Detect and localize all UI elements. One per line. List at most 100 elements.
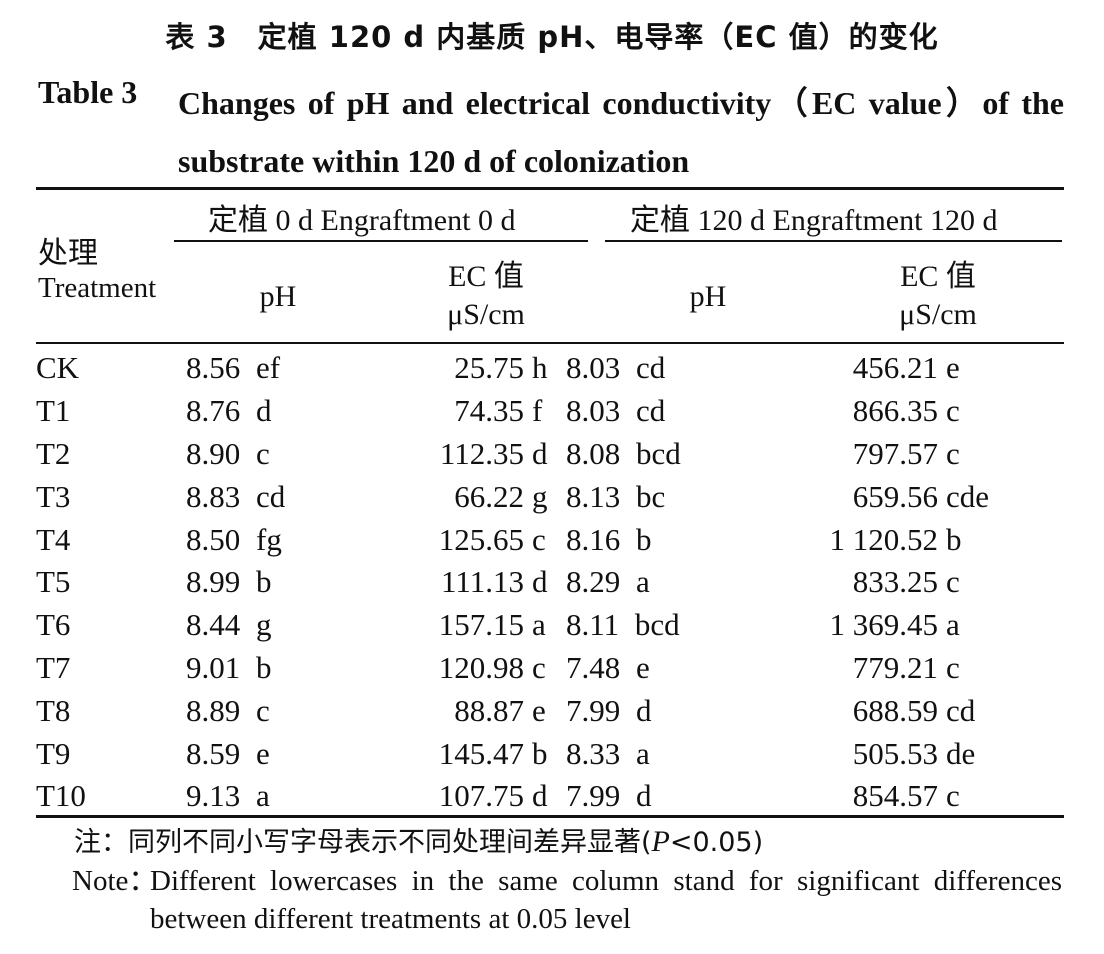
- note-en-label: Note：: [72, 865, 158, 897]
- cell-ec-0d: 88.87 e: [416, 689, 566, 732]
- sig-letter: c: [532, 521, 546, 557]
- ph-value: 8.50: [186, 521, 241, 557]
- ec-value: 111.13: [441, 564, 524, 600]
- cell-ph-0d: 9.13 a: [186, 775, 416, 818]
- ec-value: 125.65: [438, 521, 524, 557]
- ec-value: 854.57: [852, 778, 938, 814]
- ec-value: 107.75: [438, 778, 524, 814]
- sig-letter: d: [636, 778, 652, 814]
- cell-ec-0d: 112.35 d: [416, 433, 566, 476]
- group-rule-0d: [174, 240, 588, 242]
- sig-letter: a: [636, 564, 650, 600]
- sig-letter: bcd: [634, 607, 680, 643]
- ec-value: 1 120.52: [829, 521, 939, 557]
- sig-letter: cd: [636, 393, 666, 429]
- ph-value: 8.56: [186, 350, 241, 386]
- sig-letter: fg: [256, 521, 282, 557]
- sig-letter: c: [946, 435, 960, 471]
- ph-value: 8.89: [186, 692, 241, 728]
- sig-letter: c: [256, 435, 270, 471]
- cell-treatment: T7: [36, 649, 71, 685]
- cell-ec-120d: 659.56 cde: [816, 475, 1064, 518]
- sig-letter: c: [256, 692, 270, 728]
- cell-ph-0d: 9.01 b: [186, 647, 416, 690]
- sig-letter: d: [532, 564, 548, 600]
- cell-ph-120d: 8.08 bcd: [566, 433, 816, 476]
- ec-value: 88.87: [454, 692, 524, 728]
- ec-value: 456.21: [852, 350, 938, 386]
- sig-letter: d: [636, 692, 652, 728]
- ph-value: 8.11: [566, 607, 620, 643]
- cell-ec-0d: 125.65 c: [416, 518, 566, 561]
- cell-ph-120d: 8.16 b: [566, 518, 816, 561]
- table-row: T7 9.01 b 120.98 c 7.48 e 779.21 c: [36, 647, 1064, 690]
- sig-letter: c: [946, 778, 960, 814]
- sig-letter: g: [256, 607, 272, 643]
- sig-letter: ef: [256, 350, 281, 386]
- cell-ec-120d: 833.25 c: [816, 561, 1064, 604]
- cell-ph-120d: 8.29 a: [566, 561, 816, 604]
- data-table: CK 8.56 ef 25.75 h 8.03 cd 456.21 e T1 8.76 d 74.…: [36, 347, 1064, 818]
- ec-unit: μS/cm: [447, 298, 525, 331]
- table-row: T5 8.99 b 111.13 d 8.29 a 833.25 c: [36, 561, 1064, 604]
- col-head-ec-120d: EC 值 μS/cm: [858, 258, 1018, 334]
- cell-ec-0d: 111.13 d: [416, 561, 566, 604]
- sig-letter: de: [946, 735, 976, 771]
- cell-treatment: T9: [36, 735, 71, 771]
- cell-ec-120d: 688.59 cd: [816, 689, 1064, 732]
- note-cn-p: P: [651, 825, 670, 858]
- note-en: Different lowercases in the same column …: [150, 865, 1062, 935]
- group-header-0d: 定植 0 d Engraftment 0 d: [208, 204, 516, 237]
- cell-ec-0d: 120.98 c: [416, 647, 566, 690]
- table-row: T2 8.90 c 112.35 d 8.08 bcd 797.57 c: [36, 433, 1064, 476]
- cell-ph-0d: 8.56 ef: [186, 347, 416, 390]
- sig-letter: d: [532, 778, 548, 814]
- ec-value: 659.56: [852, 478, 938, 514]
- ph-value: 8.29: [566, 564, 621, 600]
- sig-letter: a: [256, 778, 270, 814]
- ec-value: 157.15: [438, 607, 524, 643]
- cell-treatment: T4: [36, 521, 71, 557]
- cell-ph-0d: 8.59 e: [186, 732, 416, 775]
- ph-value: 8.83: [186, 478, 241, 514]
- cell-ph-120d: 8.13 bc: [566, 475, 816, 518]
- bottom-rule: [36, 815, 1064, 818]
- sig-letter: c: [946, 393, 960, 429]
- sig-letter: cd: [256, 478, 286, 514]
- cell-ph-120d: 7.48 e: [566, 647, 816, 690]
- ph-value: 8.03: [566, 393, 621, 429]
- cell-ph-120d: 8.03 cd: [566, 390, 816, 433]
- cell-ec-120d: 1 369.45 a: [816, 604, 1064, 647]
- cell-ec-0d: 145.47 b: [416, 732, 566, 775]
- ph-value: 9.13: [186, 778, 241, 814]
- ec-value: 779.21: [852, 649, 938, 685]
- cell-ec-120d: 456.21 e: [816, 347, 1064, 390]
- note-cn-suffix: <0.05): [669, 827, 764, 858]
- ec-value: 688.59: [852, 692, 938, 728]
- cell-ph-0d: 8.99 b: [186, 561, 416, 604]
- ec-value: 145.47: [438, 735, 524, 771]
- sig-letter: f: [532, 393, 543, 429]
- ec-value: 120.98: [438, 649, 524, 685]
- ec-value: 25.75: [454, 350, 524, 386]
- sig-letter: bcd: [636, 435, 681, 471]
- sig-letter: d: [256, 393, 272, 429]
- cell-treatment: T1: [36, 393, 71, 429]
- cell-ph-120d: 8.03 cd: [566, 347, 816, 390]
- table-row: T9 8.59 e 145.47 b 8.33 a 505.53 de: [36, 732, 1064, 775]
- treatment-header-en: Treatment: [38, 272, 157, 304]
- sig-letter: bc: [636, 478, 666, 514]
- cell-treatment: T10: [36, 778, 86, 814]
- cell-ec-120d: 797.57 c: [816, 433, 1064, 476]
- sig-letter: b: [256, 564, 272, 600]
- cell-ph-0d: 8.90 c: [186, 433, 416, 476]
- cell-treatment: CK: [36, 350, 80, 386]
- cell-ec-0d: 66.22 g: [416, 475, 566, 518]
- treatment-header-cn: 处理: [38, 236, 98, 271]
- cell-ec-120d: 779.21 c: [816, 647, 1064, 690]
- sig-letter: d: [532, 435, 548, 471]
- ec-unit: μS/cm: [899, 298, 977, 331]
- cell-ec-120d: 1 120.52 b: [816, 518, 1064, 561]
- note-cn-prefix: 注：同列不同小写字母表示不同处理间差异显著(: [74, 827, 652, 858]
- cell-ph-0d: 8.89 c: [186, 689, 416, 732]
